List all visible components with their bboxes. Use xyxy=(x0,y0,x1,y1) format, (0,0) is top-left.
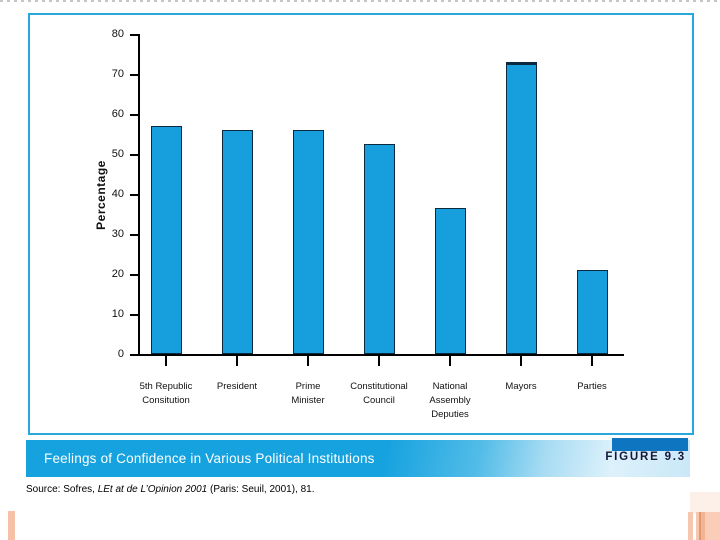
x-category-label-line: Parties xyxy=(577,381,607,392)
plot-area: Percentage 0 10 20 30 40 50 60 70 80 5th Republi… xyxy=(30,15,692,433)
source-suffix: (Paris: Seuil, 2001), 81. xyxy=(207,484,315,495)
bar-prime-minister xyxy=(293,130,324,354)
x-tick-mark xyxy=(307,356,309,366)
y-tick-mark xyxy=(130,274,138,276)
y-tick-label: 50 xyxy=(111,148,124,160)
x-axis-line xyxy=(138,354,624,356)
bar-mayors xyxy=(506,62,537,354)
x-category-label: Constitutional Council xyxy=(333,380,425,408)
y-tick-mark xyxy=(130,74,138,76)
decor-stripe-bottom-left xyxy=(8,511,15,540)
y-tick-label: 10 xyxy=(111,308,124,320)
y-tick-label: 0 xyxy=(117,348,124,360)
x-tick-mark xyxy=(378,356,380,366)
y-tick-mark xyxy=(130,154,138,156)
source-prefix: Source: Sofres, xyxy=(26,484,98,495)
x-tick-mark xyxy=(236,356,238,366)
y-tick-label: 20 xyxy=(111,268,124,280)
figure-label-block xyxy=(612,438,688,451)
y-tick-mark xyxy=(130,234,138,236)
bar-parties xyxy=(577,270,608,354)
y-tick-mark xyxy=(130,34,138,36)
x-tick-mark xyxy=(591,356,593,366)
x-category-label: President xyxy=(191,380,283,394)
y-tick-label: 40 xyxy=(111,188,124,200)
bar-constitutional-council xyxy=(364,144,395,354)
source-line: Source: Sofres, LEt at de L’Opinion 2001… xyxy=(26,484,315,495)
y-tick-mark xyxy=(130,314,138,316)
x-category-label: Parties xyxy=(546,380,638,394)
x-category-label-line: Constitutional xyxy=(350,381,408,392)
bar-5th-republic-consitution xyxy=(151,126,182,354)
caption-banner: Feelings of Confidence in Various Politi… xyxy=(26,438,690,477)
x-tick-mark xyxy=(520,356,522,366)
decor-stripe-bottom-right-1 xyxy=(688,512,693,540)
x-tick-mark xyxy=(449,356,451,366)
y-tick-mark xyxy=(130,194,138,196)
bar-president xyxy=(222,130,253,354)
decor-stripe-bottom-right-4 xyxy=(701,512,705,540)
x-category-label-line: National xyxy=(432,381,468,392)
y-tick-label: 80 xyxy=(111,28,124,40)
x-category-label: Prime Minister xyxy=(262,380,354,408)
x-category-label-line: President xyxy=(216,381,258,392)
top-dotted-border xyxy=(0,0,720,2)
decor-stripe-bottom-right-faint xyxy=(690,492,720,514)
x-category-label-line: Minister xyxy=(291,395,325,406)
chart-box: Percentage 0 10 20 30 40 50 60 70 80 5th Republi… xyxy=(28,13,694,435)
y-axis-line xyxy=(138,34,140,356)
x-category-label-line: Deputies xyxy=(431,409,469,420)
x-category-label-line: Consitution xyxy=(142,395,190,406)
y-tick-label: 60 xyxy=(111,108,124,120)
y-tick-mark xyxy=(130,114,138,116)
figure-label: FIGURE 9.3 xyxy=(605,451,686,463)
source-title: LEt at de L’Opinion 2001 xyxy=(97,484,208,495)
x-category-label-line: Council xyxy=(363,395,395,406)
decor-stripe-bottom-right-3 xyxy=(699,512,701,540)
y-tick-label: 70 xyxy=(111,68,124,80)
x-category-label: 5th Republic Consitution xyxy=(120,380,212,408)
caption-title: Feelings of Confidence in Various Politi… xyxy=(44,451,375,466)
x-tick-mark xyxy=(165,356,167,366)
decor-stripe-bottom-right-2 xyxy=(696,512,699,540)
x-category-label: Mayors xyxy=(475,380,567,394)
y-tick-mark xyxy=(130,354,138,356)
decor-stripe-bottom-right-5 xyxy=(705,512,720,540)
bar-national-assembly-deputies xyxy=(435,208,466,354)
x-category-label-line: Prime xyxy=(295,381,321,392)
x-category-label-line: Assembly xyxy=(429,395,471,406)
y-tick-label: 30 xyxy=(111,228,124,240)
x-category-label-line: 5th Republic xyxy=(139,381,193,392)
x-category-label-line: Mayors xyxy=(505,381,537,392)
x-category-label: National Assembly Deputies xyxy=(404,380,496,422)
